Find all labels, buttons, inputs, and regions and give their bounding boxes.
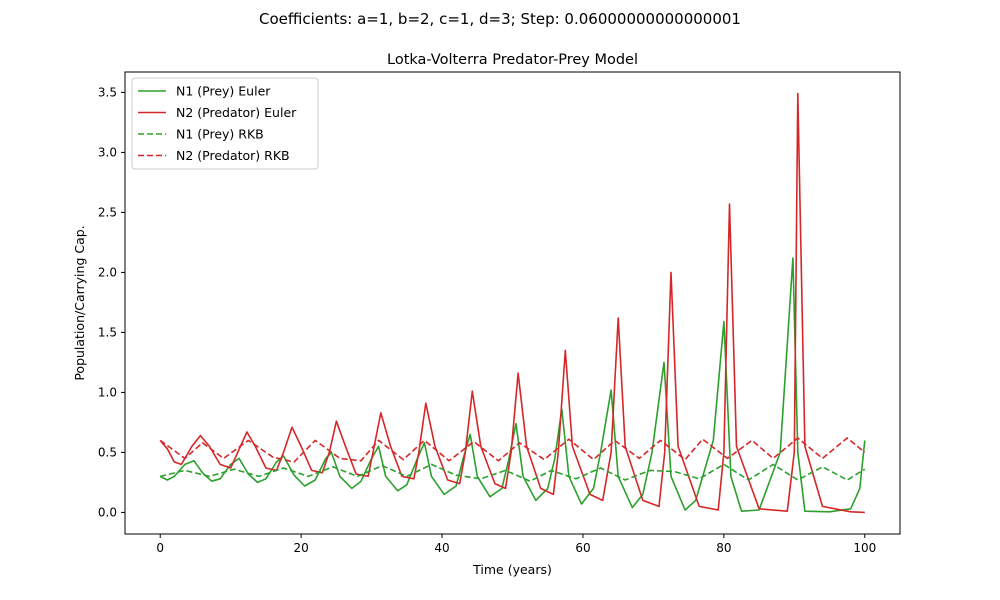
series-line-n2-predator-euler <box>159 92 865 514</box>
y-tick-label: 1.0 <box>98 385 117 399</box>
legend-box <box>131 77 319 170</box>
series-line-n1-prey-rkb <box>160 463 866 483</box>
y-tick-label: 1.5 <box>98 325 117 339</box>
x-tick-label: 100 <box>853 541 876 555</box>
y-tick-label: 2.0 <box>98 265 117 279</box>
y-tick-label: 0.5 <box>98 445 117 459</box>
legend-label: N2 (Predator) Euler <box>176 105 297 120</box>
legend-label: N1 (Prey) RKB <box>176 127 264 142</box>
legend-label: N1 (Prey) Euler <box>176 84 271 99</box>
axes-frame <box>124 71 901 535</box>
x-tick-label: 60 <box>575 541 590 555</box>
x-tick-label: 20 <box>293 541 308 555</box>
x-tick-label: 40 <box>434 541 449 555</box>
plot-area <box>159 92 866 514</box>
y-tick-label: 3.0 <box>98 145 117 159</box>
y-tick-label: 2.5 <box>98 205 117 219</box>
x-axis-ticks: 0 20 40 60 80 100 <box>156 534 876 555</box>
series-line-n1-prey-euler <box>159 257 866 513</box>
figure-suptitle: Coefficients: a=1, b=2, c=1, d=3; Step: … <box>259 10 741 28</box>
x-axis-label: Time (years) <box>472 562 552 577</box>
y-tick-label: 3.5 <box>98 85 117 99</box>
y-tick-label: 0.0 <box>98 505 117 519</box>
x-tick-label: 0 <box>156 541 164 555</box>
x-tick-label: 80 <box>716 541 731 555</box>
y-axis-label: Population/Carrying Cap. <box>72 225 87 380</box>
y-axis-ticks: 0.0 0.5 1.0 1.5 2.0 2.5 3.0 3.5 <box>98 85 125 519</box>
chart-title: Lotka-Volterra Predator-Prey Model <box>387 52 638 68</box>
legend: N1 (Prey) Euler N2 (Predator) Euler N1 (Pr… <box>131 77 319 170</box>
series-line-n2-predator-rkb <box>159 437 866 463</box>
legend-label: N2 (Predator) RKB <box>176 148 290 163</box>
